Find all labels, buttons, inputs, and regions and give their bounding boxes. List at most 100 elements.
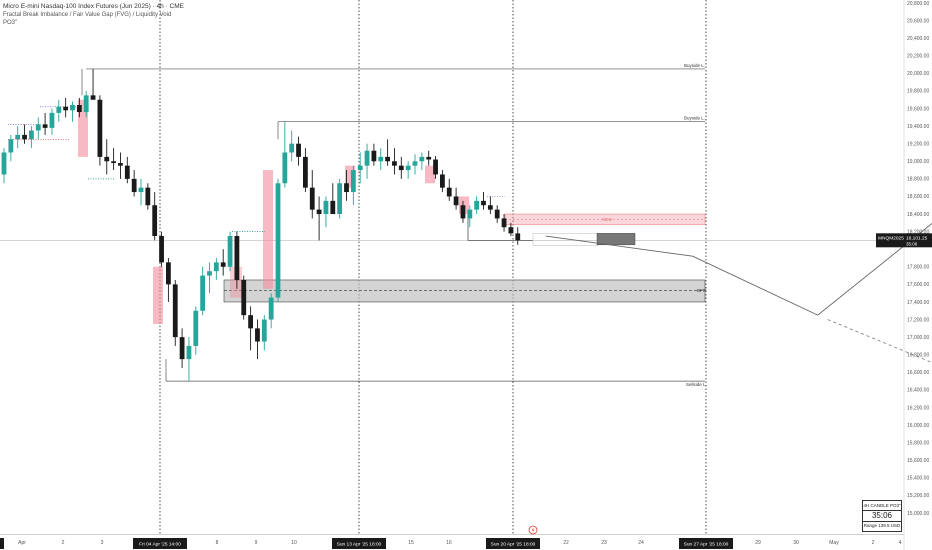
candle-body-54 — [371, 150, 377, 162]
price-tick-label-13: 18,200.00 — [907, 229, 929, 235]
candle-body-66 — [453, 196, 459, 206]
candle-body-31 — [213, 262, 219, 272]
price-tick-label-25: 15,600.00 — [907, 458, 929, 464]
candle-body-55 — [378, 156, 384, 162]
price-tick-label-10: 18,800.00 — [907, 177, 929, 183]
candle-body-11 — [76, 105, 82, 113]
candle-body-39 — [268, 297, 274, 320]
countdown-time: 35:06 — [863, 510, 901, 522]
candle-body-2 — [15, 134, 21, 140]
fvg-box-3 — [345, 165, 355, 188]
indicator-short[interactable]: PO3" — [3, 20, 18, 26]
candle-body-50 — [344, 183, 349, 193]
lightning-icon — [531, 527, 535, 533]
time-tick-label-6: 15 — [408, 540, 414, 546]
candle-body-75 — [515, 233, 521, 241]
candle-body-13 — [90, 95, 96, 100]
candle-body-51 — [350, 170, 356, 193]
current-price-label: 18,101.25 — [906, 235, 928, 241]
sellside-label: Sellside L. — [686, 382, 707, 387]
countdown-title: 4H CANDLE PO3" — [863, 503, 901, 508]
price-tick-label-18: 17,000.00 — [907, 335, 929, 341]
symbol-title[interactable]: Micro E-mini Nasdaq-100 Index Futures (J… — [3, 3, 184, 10]
candle-body-57 — [392, 161, 397, 166]
candle-body-58 — [398, 165, 404, 171]
price-tick-label-2: 20,400.00 — [907, 36, 929, 42]
price-tick-label-11: 18,600.00 — [907, 194, 929, 200]
candle-body-22 — [152, 205, 158, 237]
candle-body-53 — [364, 150, 370, 166]
fvg-box-1 — [153, 266, 163, 324]
candle-body-74 — [508, 227, 514, 234]
range-bracket — [467, 218, 533, 241]
candle-body-61 — [419, 156, 425, 162]
current-price-tag — [876, 233, 932, 248]
fvg-box-2 — [263, 170, 273, 289]
candle-body-16 — [111, 161, 116, 164]
price-tick-label-8: 19,200.00 — [907, 141, 929, 147]
price-tick-label-23: 16,000.00 — [907, 423, 929, 429]
candle-body-30 — [207, 271, 212, 276]
current-countdown-label: 35:06 — [906, 241, 918, 246]
time-tick-label-3: 8 — [216, 540, 219, 546]
time-tick-label-7: 16 — [446, 540, 452, 546]
candle-body-19 — [131, 178, 137, 193]
candle-countdown-panel: 4H CANDLE PO3" 35:06 Range 139.5 USD — [862, 500, 902, 532]
candle-body-70 — [481, 200, 486, 206]
candle-body-41 — [282, 152, 288, 184]
price-tick-label-17: 17,200.00 — [907, 317, 929, 323]
candle-body-64 — [440, 174, 445, 188]
price-tick-label-14: 17,800.00 — [907, 265, 929, 271]
candle-body-3 — [22, 134, 27, 140]
candle-body-29 — [200, 275, 206, 311]
candle-body-62 — [426, 156, 432, 160]
price-tick-label-7: 19,400.00 — [907, 124, 929, 130]
time-highlight-edge — [0, 538, 4, 549]
fvg-box-4 — [425, 165, 435, 184]
price-tick-label-26: 15,400.00 — [907, 476, 929, 482]
candle-body-45 — [309, 187, 315, 210]
time-tick-label-5: 10 — [291, 540, 297, 546]
candle-body-32 — [220, 262, 226, 267]
candle-body-71 — [487, 205, 493, 210]
candle-body-43 — [296, 143, 301, 157]
candle-body-42 — [289, 143, 295, 153]
candle-body-12 — [83, 95, 89, 113]
time-highlight-bg-1 — [332, 538, 386, 549]
bpr-zone — [223, 279, 706, 303]
price-tick-label-16: 17,400.00 — [907, 300, 929, 306]
candle-body-33 — [227, 236, 233, 267]
candle-body-1 — [8, 139, 14, 153]
candle-body-52 — [357, 165, 363, 171]
time-tick-label-15: 4 — [899, 540, 902, 546]
price-tick-label-27: 15,200.00 — [907, 493, 929, 499]
price-tick-label-22: 16,200.00 — [907, 405, 929, 411]
candle-body-37 — [255, 328, 260, 342]
candle-body-47 — [323, 200, 329, 215]
time-tick-label-8: 22 — [563, 540, 569, 546]
projection-path — [545, 222, 932, 316]
candle-body-23 — [159, 236, 164, 263]
time-tick-label-4: 9 — [255, 540, 258, 546]
candle-body-72 — [494, 209, 500, 219]
candle-body-73 — [501, 218, 507, 228]
current-symbol-label: MNQM2025 — [878, 235, 904, 241]
candle-body-20 — [138, 187, 144, 193]
time-highlight-label-2: Sun 20 Apr '25 18:00 — [491, 542, 536, 548]
candle-body-60 — [412, 161, 418, 166]
time-highlight-label-0: Fri 04 Apr '25 14:00 — [139, 542, 181, 548]
price-tick-label-15: 17,600.00 — [907, 282, 929, 288]
time-tick-label-13: May — [829, 540, 839, 546]
candle-po3-box — [596, 233, 636, 246]
time-tick-label-1: 2 — [62, 540, 65, 546]
candle-body-67 — [460, 205, 466, 219]
buyside-label-2: Buyside L. — [684, 116, 705, 121]
candle-body-21 — [145, 187, 151, 206]
candle-body-0 — [1, 152, 7, 175]
price-tick-label-21: 16,400.00 — [907, 388, 929, 394]
indicator-name[interactable]: Fractal Break Imbalance / Fair Value Gap… — [3, 12, 172, 18]
candle-body-15 — [104, 156, 110, 162]
